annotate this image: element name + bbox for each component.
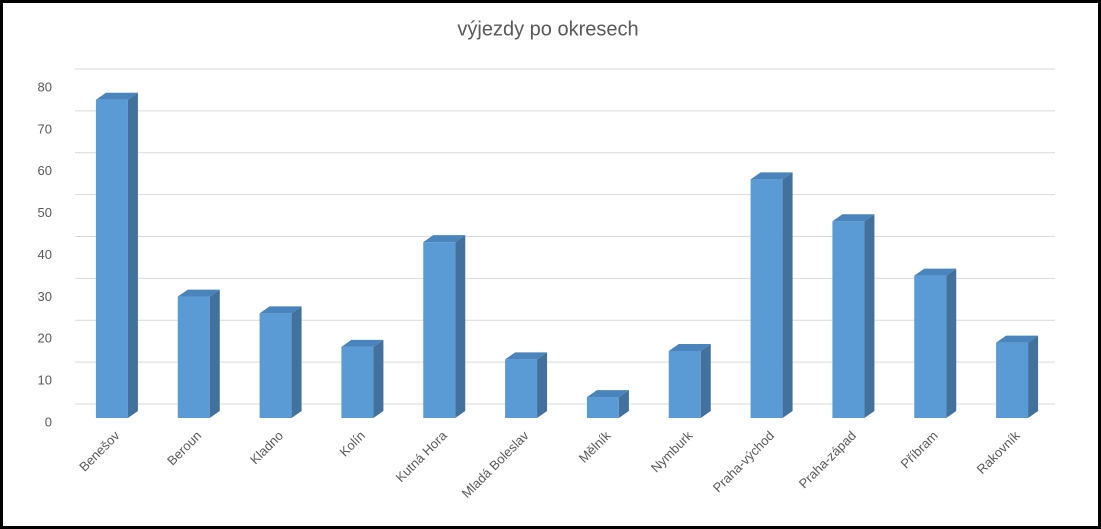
y-tick-label: 0: [45, 414, 52, 429]
bar-side: [537, 352, 548, 418]
chart-title: výjezdy po okresech: [457, 18, 638, 40]
bar-side: [946, 268, 957, 418]
y-tick-label: 70: [38, 121, 52, 136]
bar-top: [668, 344, 711, 351]
bar-top: [259, 306, 302, 314]
bar-top: [750, 172, 793, 180]
bar-side: [127, 92, 138, 418]
bar-front: [341, 346, 374, 418]
bar-front: [914, 275, 947, 418]
bar-top: [95, 92, 138, 100]
y-tick-label: 60: [38, 163, 52, 178]
bar-front: [586, 397, 619, 418]
bar-front: [668, 351, 701, 418]
bar-top: [832, 214, 875, 222]
bar-top: [996, 335, 1039, 343]
bar-side: [618, 390, 629, 418]
y-tick-label: 80: [38, 79, 52, 94]
bar-front: [996, 342, 1029, 418]
y-tick-label: 40: [38, 247, 52, 262]
bar-side: [455, 235, 466, 418]
bar-side: [291, 306, 302, 418]
bar-front: [177, 296, 210, 418]
bar-top: [586, 390, 629, 398]
bar-top: [177, 289, 220, 297]
bar-top: [914, 268, 957, 276]
bar-front: [95, 99, 128, 418]
bar-front: [423, 242, 456, 418]
y-tick-label: 20: [38, 331, 52, 346]
bar-side: [864, 214, 875, 418]
bar-top: [341, 339, 384, 347]
bar-front: [832, 221, 865, 418]
bar-top: [505, 352, 548, 360]
bar-front: [750, 179, 783, 418]
y-tick-label: 10: [38, 373, 52, 388]
y-tick-label: 30: [38, 289, 52, 304]
bar-side: [209, 289, 220, 418]
bar-side: [782, 172, 793, 418]
bar-side: [373, 339, 384, 418]
bar-front: [259, 313, 292, 418]
bar-side: [1028, 335, 1039, 418]
bar-front: [505, 359, 538, 418]
bar-side: [700, 344, 711, 418]
bar-top: [423, 235, 466, 243]
y-tick-label: 50: [38, 205, 52, 220]
